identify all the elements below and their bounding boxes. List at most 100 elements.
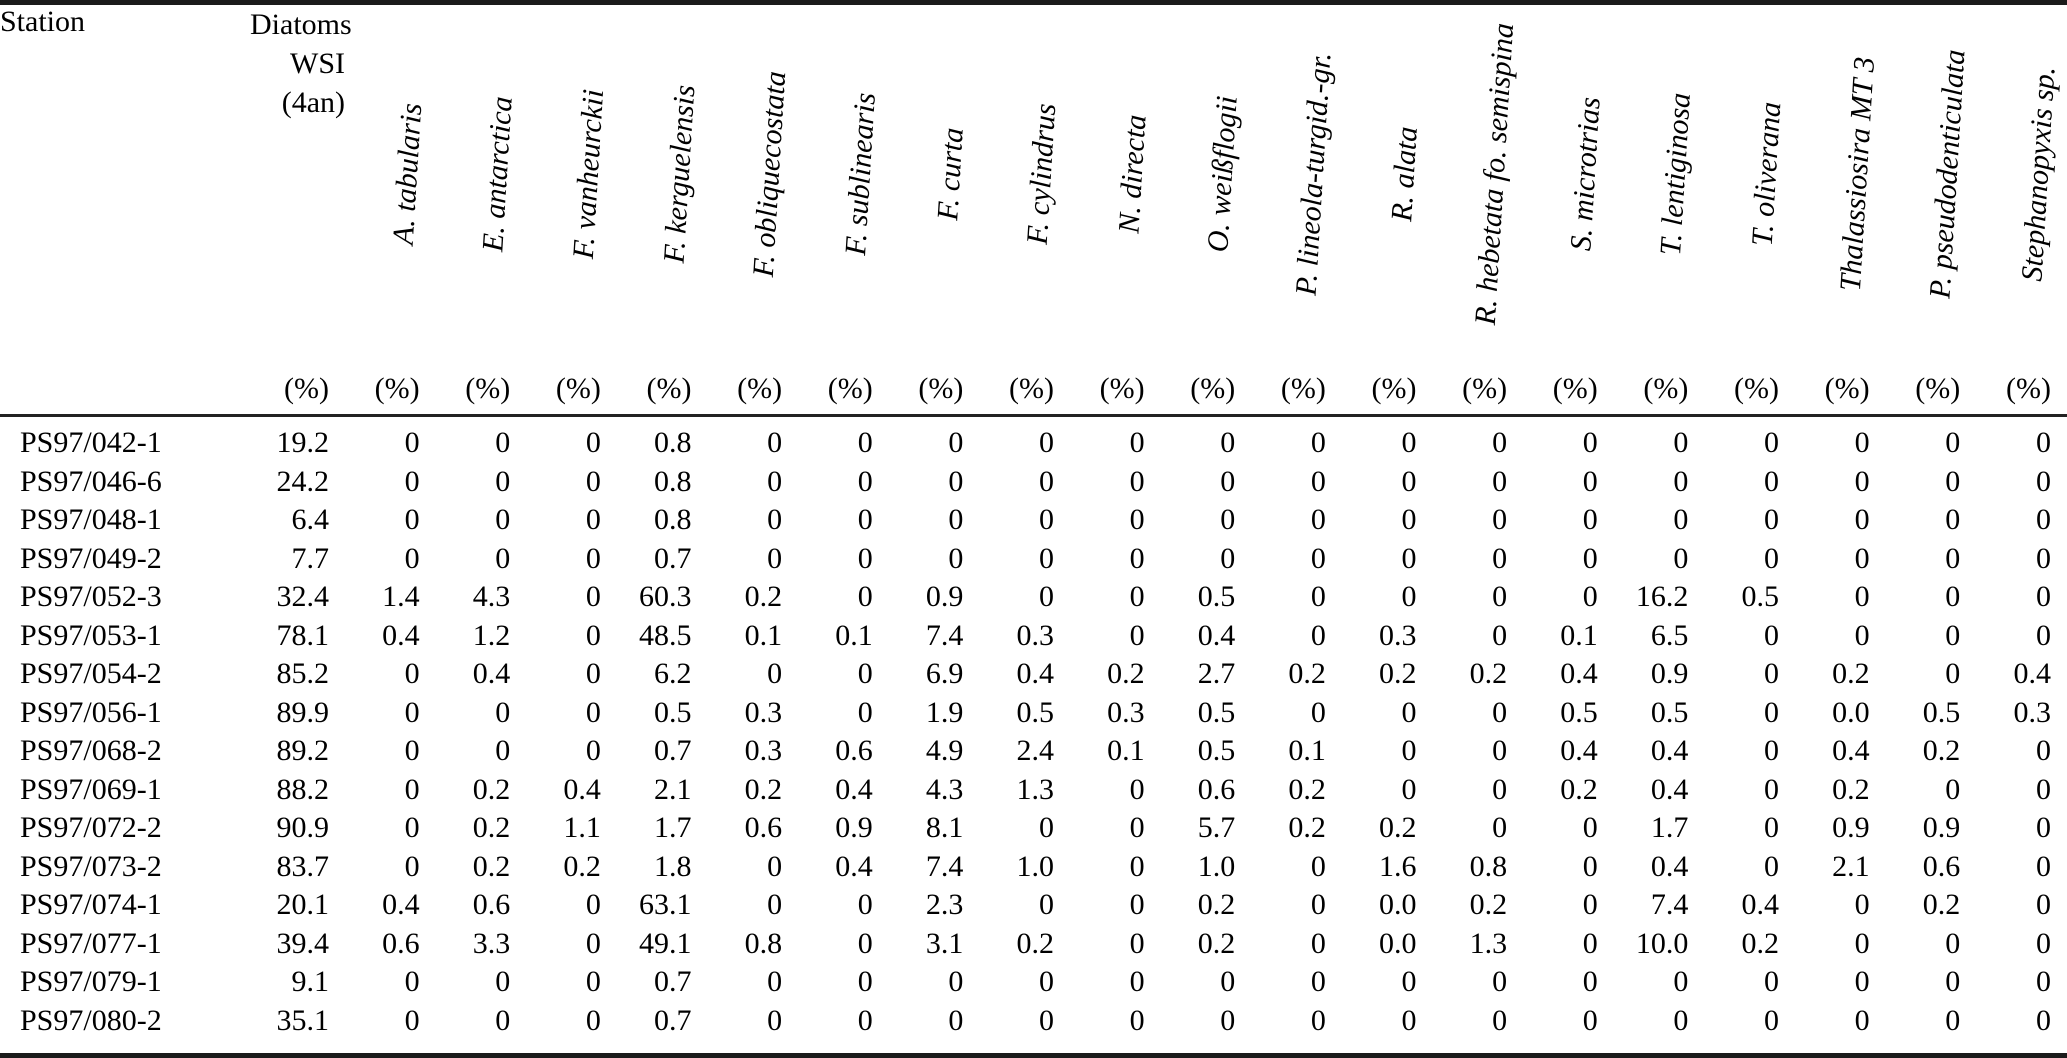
value-cell: 0 bbox=[1854, 618, 1870, 652]
value-cell: 0.4 bbox=[1832, 734, 1870, 767]
value-cell: 0 bbox=[1854, 888, 1870, 921]
value-cell: 0.4 bbox=[835, 772, 873, 806]
value-cell: 0 bbox=[585, 580, 601, 613]
value-cell: 0.4 bbox=[382, 888, 420, 921]
value-cell: 0 bbox=[495, 541, 511, 575]
value-cell: 1.3 bbox=[1016, 772, 1055, 806]
wsi-value-cell: 20.1 bbox=[276, 888, 330, 921]
wsi-value-cell: 6.4 bbox=[291, 503, 330, 536]
value-cell: 0 bbox=[1220, 464, 1236, 498]
wsi-value-cell: 7.7 bbox=[291, 541, 330, 575]
value-cell: 0 bbox=[1129, 426, 1145, 459]
species-header-label: F. kerguelensis bbox=[657, 83, 701, 264]
value-cell: 0 bbox=[1039, 580, 1054, 613]
value-cell: 0 bbox=[1582, 580, 1598, 613]
value-cell: 0.5 bbox=[1016, 695, 1055, 729]
unit-cell: (%) bbox=[737, 372, 783, 405]
value-cell: 0 bbox=[857, 580, 873, 613]
value-cell: 0 bbox=[495, 734, 511, 767]
value-cell: 0.8 bbox=[654, 464, 692, 498]
value-cell: 0.4 bbox=[472, 657, 511, 690]
table-row: PS97/048-1 6.4 0 0 0 0.8 0 0 0 0 0 0 0 0 0 0 0 0 0 0 0 bbox=[0, 501, 2067, 540]
value-cell: 8.1 bbox=[925, 811, 964, 844]
value-cell: 0 bbox=[1673, 541, 1689, 575]
wsi-value-cell: 89.2 bbox=[276, 734, 330, 767]
value-cell: 0 bbox=[1945, 965, 1961, 998]
value-cell: 60.3 bbox=[639, 580, 692, 613]
value-cell: 6.2 bbox=[654, 657, 692, 690]
station-cell: PS97/079-1 bbox=[20, 965, 162, 998]
value-cell: 0 bbox=[404, 541, 420, 575]
wsi-value-cell: 88.2 bbox=[276, 772, 330, 806]
station-cell: PS97/068-2 bbox=[20, 734, 162, 767]
value-cell: 3.1 bbox=[925, 926, 964, 960]
species-header-label: T. oliverana bbox=[1745, 100, 1788, 247]
value-cell: 0 bbox=[1129, 580, 1145, 613]
species-header: F. vanheurckii bbox=[526, 3, 617, 343]
value-cell: 0.9 bbox=[835, 811, 873, 844]
value-cell: 0 bbox=[2036, 618, 2051, 652]
value-cell: 0.4 bbox=[1197, 618, 1236, 652]
value-cell: 0 bbox=[767, 1003, 783, 1037]
value-cell: 0.2 bbox=[1016, 926, 1055, 960]
value-cell: 0 bbox=[495, 1003, 511, 1037]
value-cell: 0 bbox=[1492, 1003, 1508, 1037]
value-cell: 0 bbox=[1764, 811, 1779, 844]
value-cell: 0 bbox=[1039, 1003, 1054, 1037]
value-cell: 1.6 bbox=[1379, 849, 1417, 883]
value-cell: 0 bbox=[948, 426, 964, 459]
value-cell: 0 bbox=[1492, 541, 1508, 575]
value-cell: 0.4 bbox=[1650, 772, 1689, 806]
species-header: F. curta bbox=[889, 3, 980, 343]
value-cell: 0 bbox=[1310, 1003, 1326, 1037]
value-cell: 0 bbox=[1492, 618, 1508, 652]
value-cell: 0.6 bbox=[744, 811, 783, 844]
value-cell: 0.3 bbox=[2013, 695, 2052, 729]
value-cell: 0 bbox=[1310, 965, 1326, 998]
species-header-label: N. directa bbox=[1112, 113, 1153, 234]
species-header-label: S. microtrias bbox=[1564, 95, 1607, 252]
value-cell: 0 bbox=[1401, 503, 1417, 536]
value-cell: 1.9 bbox=[925, 695, 964, 729]
table-row: PS97/056-1 89.9 0 0 0 0.5 0.3 0 1.9 0.5 0.3 0.5 0 0 0 0… bbox=[0, 694, 2067, 733]
unit-cell: (%) bbox=[1643, 372, 1689, 405]
value-cell: 0 bbox=[404, 849, 420, 883]
value-cell: 0 bbox=[857, 888, 873, 921]
species-header-label: T. lentiginosa bbox=[1654, 91, 1698, 256]
unit-cell: (%) bbox=[2006, 372, 2051, 405]
value-cell: 0 bbox=[1582, 503, 1598, 536]
wsi-value-cell: 24.2 bbox=[276, 464, 330, 498]
unit-cell: (%) bbox=[374, 372, 420, 405]
value-cell: 0.1 bbox=[1288, 734, 1326, 767]
value-cell: 0.5 bbox=[1650, 695, 1689, 729]
value-cell: 0 bbox=[1401, 965, 1417, 998]
value-cell: 0 bbox=[1854, 426, 1870, 459]
value-cell: 0.2 bbox=[744, 772, 783, 806]
value-cell: 0.9 bbox=[1922, 811, 1961, 844]
value-cell: 4.3 bbox=[925, 772, 964, 806]
value-cell: 0 bbox=[1764, 965, 1779, 998]
value-cell: 0.2 bbox=[472, 772, 511, 806]
value-cell: 0.2 bbox=[472, 811, 511, 844]
species-header-label: F. sublinearis bbox=[838, 91, 882, 256]
value-cell: 0 bbox=[1854, 541, 1870, 575]
table-row: PS97/046-6 24.2 0 0 0 0.8 0 0 0 0 0 0 0 0 0 0 0 0 0 0 0 bbox=[0, 463, 2067, 502]
value-cell: 0.3 bbox=[1379, 618, 1417, 652]
value-cell: 0 bbox=[1582, 426, 1598, 459]
value-cell: 0 bbox=[1582, 888, 1598, 921]
unit-cell: (%) bbox=[1734, 372, 1779, 405]
species-header: Thalassiosira MT 3 bbox=[1795, 3, 1886, 343]
species-header-label: F. curta bbox=[931, 126, 971, 221]
value-cell: 0 bbox=[404, 811, 420, 844]
value-cell: 0 bbox=[1129, 464, 1145, 498]
value-cell: 0 bbox=[857, 657, 873, 690]
value-cell: 0 bbox=[948, 503, 964, 536]
value-cell: 0 bbox=[1764, 426, 1779, 459]
station-cell: PS97/077-1 bbox=[20, 926, 162, 960]
value-cell: 0 bbox=[1673, 965, 1689, 998]
value-cell: 0 bbox=[1039, 426, 1054, 459]
value-cell: 0.2 bbox=[1197, 888, 1236, 921]
value-cell: 0.2 bbox=[1922, 734, 1961, 767]
value-cell: 0 bbox=[857, 464, 873, 498]
unit-cell: (%) bbox=[1371, 372, 1417, 405]
